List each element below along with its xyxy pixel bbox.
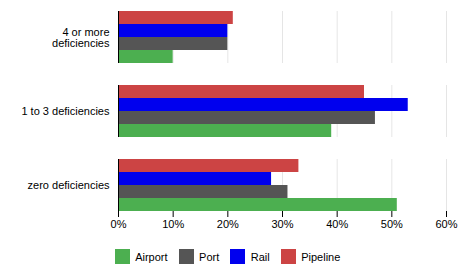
html-text:Airport: Airport [135, 250, 168, 263]
svg-text:50%: 50% [381, 218, 403, 230]
html-text:Port: Port [199, 250, 220, 263]
svg-text:30%: 30% [271, 218, 293, 230]
svg-text:10%: 10% [162, 218, 184, 230]
svg-text:zero deficiencies: zero deficiencies [28, 179, 110, 191]
svg-text:20%: 20% [217, 218, 239, 230]
svg-text:4 or moredeficiencies: 4 or moredeficiencies [52, 26, 110, 49]
html-text:Pipeline: Pipeline [301, 250, 341, 263]
svg-text:40%: 40% [326, 218, 348, 230]
svg-text:60%: 60% [435, 218, 457, 230]
svg-text:0%: 0% [111, 218, 127, 230]
svg-text:1 to 3 deficiencies: 1 to 3 deficiencies [21, 105, 110, 117]
html-text:Rail: Rail [250, 250, 270, 263]
